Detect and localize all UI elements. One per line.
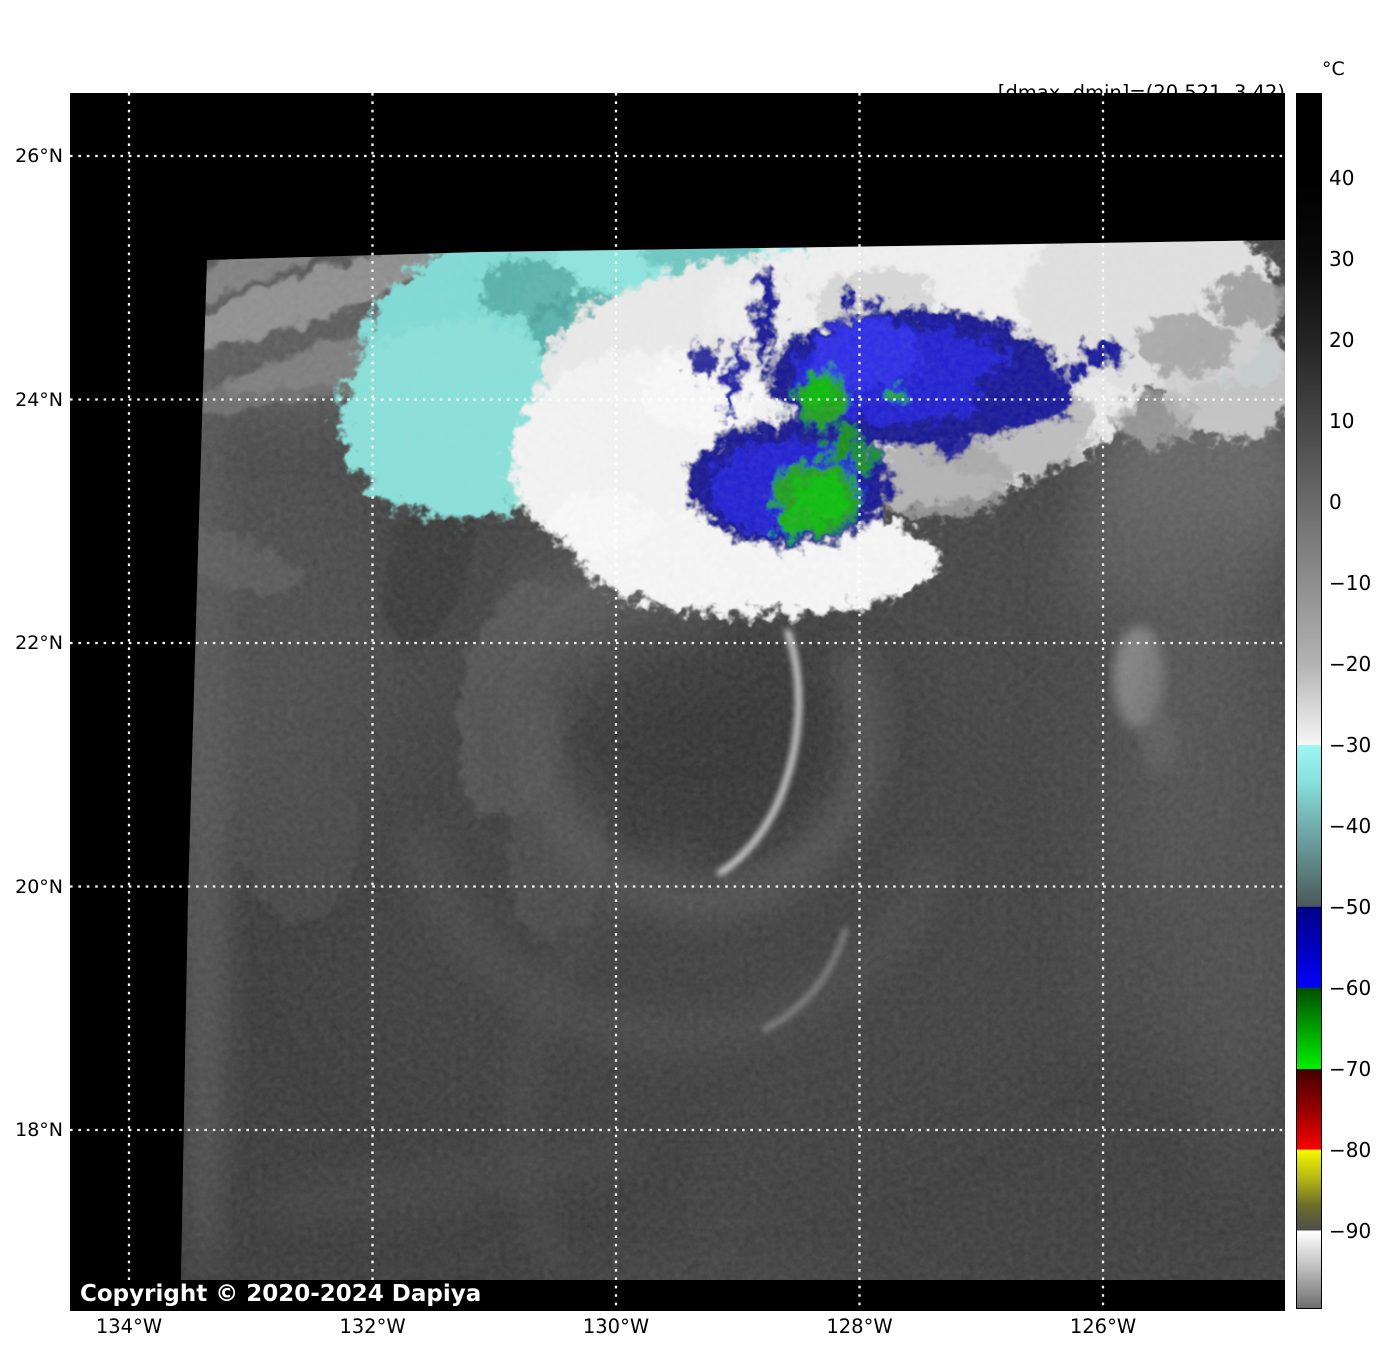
colorbar-gradient bbox=[1296, 93, 1322, 1309]
colorbar-tick-label: 20 bbox=[1329, 328, 1355, 352]
copyright-badge: Copyright © 2020-2024 Dapiya bbox=[70, 1281, 495, 1310]
lat-label: 18°N bbox=[15, 1119, 63, 1141]
colorbar-tick-label: −40 bbox=[1329, 814, 1372, 838]
lon-label: 126°W bbox=[1069, 1315, 1137, 1338]
colorbar-tick-label: 40 bbox=[1329, 166, 1355, 190]
lon-label: 132°W bbox=[339, 1315, 406, 1338]
colorbar-tick-label: 10 bbox=[1329, 409, 1355, 433]
colorbar-tick-label: −20 bbox=[1329, 652, 1372, 676]
colorbar-unit-label: °C bbox=[1322, 58, 1345, 80]
map-frame: Copyright © 2020-2024 Dapiya bbox=[70, 93, 1285, 1311]
lon-label: 130°W bbox=[582, 1315, 650, 1338]
colorbar-tick-label: −50 bbox=[1329, 895, 1372, 919]
lon-label: 128°W bbox=[826, 1315, 893, 1338]
lat-label: 22°N bbox=[15, 632, 63, 654]
lat-label: 26°N bbox=[15, 145, 63, 167]
colorbar-tick-label: −80 bbox=[1329, 1138, 1372, 1162]
colorbar-tick-label: 30 bbox=[1329, 247, 1355, 271]
grid-overlay bbox=[70, 93, 1285, 1311]
lon-label: 134°W bbox=[95, 1315, 163, 1338]
cloud-field bbox=[181, 240, 1285, 1280]
colorbar-tick-label: −10 bbox=[1329, 571, 1372, 595]
colorbar-tick-label: 0 bbox=[1329, 490, 1342, 514]
lat-label: 24°N bbox=[15, 388, 63, 411]
colorbar-tick-label: −60 bbox=[1329, 976, 1372, 1000]
colorbar-tick-label: −30 bbox=[1329, 733, 1372, 757]
satellite-imagery bbox=[70, 93, 1285, 1311]
data-swath bbox=[181, 240, 1285, 1280]
lat-label: 20°N bbox=[15, 875, 63, 898]
colorbar-tick-label: −70 bbox=[1329, 1057, 1372, 1081]
colorbar-tick-label: −90 bbox=[1329, 1219, 1372, 1243]
